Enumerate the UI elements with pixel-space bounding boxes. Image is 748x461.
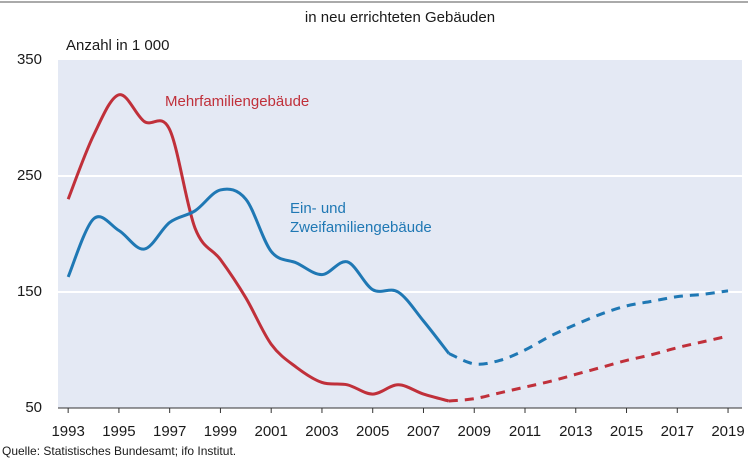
series-label: Mehrfamiliengebäude [165, 93, 310, 110]
x-tick-label: 2001 [255, 423, 288, 440]
y-tick-label: 250 [17, 167, 42, 184]
x-tick-label: 1997 [153, 423, 186, 440]
series-line [66, 93, 450, 403]
plot-area [58, 60, 742, 408]
x-tick-label: 2015 [610, 423, 643, 440]
y-tick-label: 350 [17, 51, 42, 68]
series-line [66, 187, 451, 355]
y-tick-label: 150 [17, 283, 42, 300]
chart-title: in neu errichteten Gebäuden [305, 9, 495, 26]
x-tick-label: 2007 [407, 423, 440, 440]
x-tick-label: 1995 [102, 423, 135, 440]
forecast-line [448, 334, 729, 403]
x-tick-label: 1999 [204, 423, 237, 440]
forecast-line [448, 289, 729, 366]
x-tick-label: 2009 [458, 423, 491, 440]
y-axis-label: Anzahl in 1 000 [66, 37, 169, 54]
x-tick-label: 2017 [661, 423, 694, 440]
x-tick-label: 2011 [509, 423, 541, 440]
x-tick-label: 2019 [711, 423, 744, 440]
x-tick-label: 2003 [305, 423, 338, 440]
x-tick-label: 2013 [559, 423, 592, 440]
x-tick-label: 1993 [51, 423, 84, 440]
x-tick-label: 2005 [356, 423, 389, 440]
series-label: Ein- und Zweifamiliengebäude [290, 200, 432, 236]
source: Quelle: Statistisches Bundesamt; ifo Ins… [2, 444, 236, 458]
y-tick-label: 50 [25, 399, 42, 416]
